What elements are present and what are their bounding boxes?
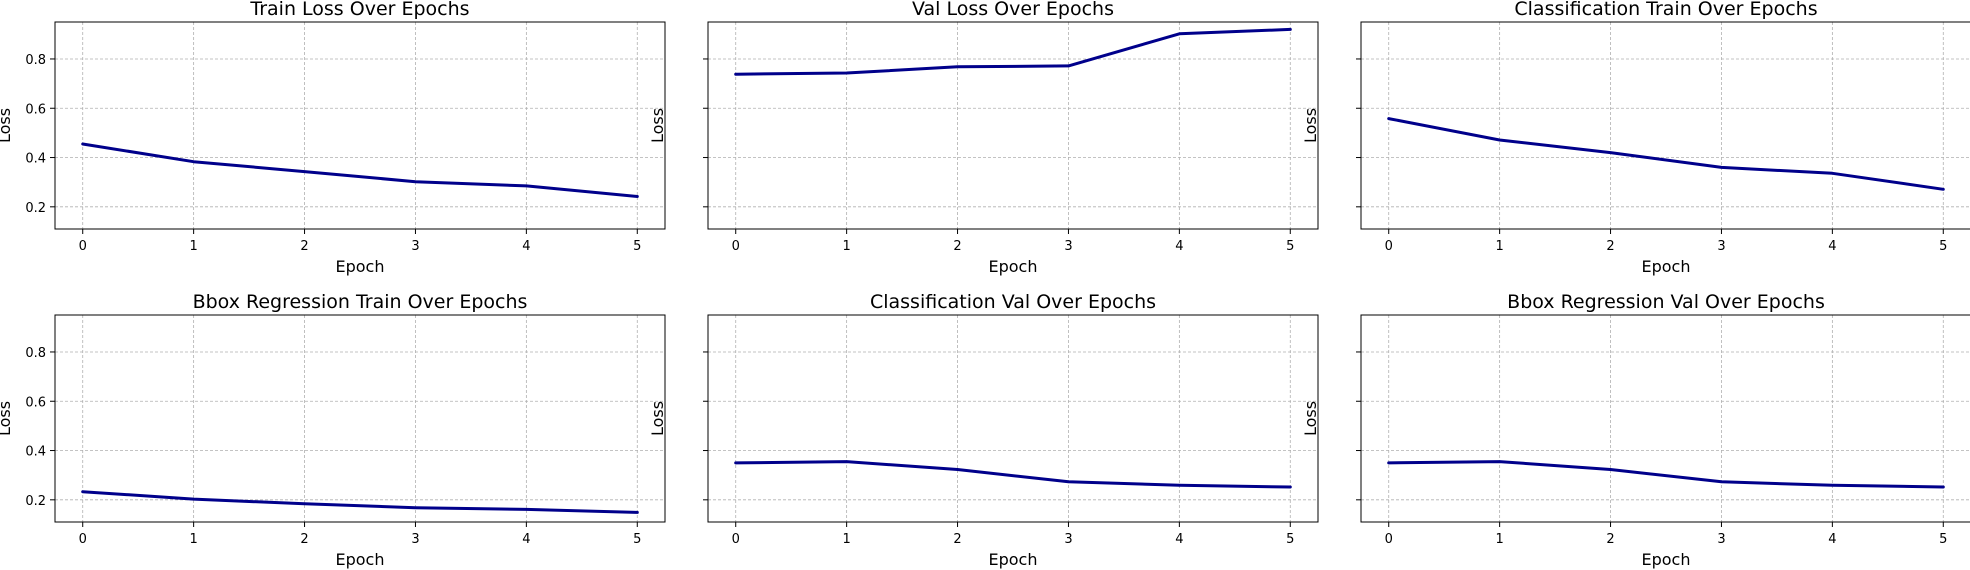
x-tick-label: 3 [1064,239,1072,254]
loss-series-line [81,490,639,514]
chart-title: Train Loss Over Epochs [249,0,469,20]
x-tick-label: 4 [1828,532,1836,547]
chart-title: Bbox Regression Val Over Epochs [1507,291,1825,313]
chart-title: Bbox Regression Train Over Epochs [193,291,528,313]
y-tick-label: 0.4 [25,152,46,167]
axes-frame [707,21,1319,230]
x-axis-label: Epoch [989,257,1038,276]
x-axis-label: Epoch [989,550,1038,569]
y-tick-label: 0.2 [25,494,46,509]
chart-panel-4: 0.2 0.4 0.6 0.8 0 1 2 3 4 5 Bbox Regression Train … [0,291,666,569]
chart-panel-6: 0 1 2 3 4 5 Bbox Regression Val Over Epochs Epo… [1301,291,1970,569]
chart-title: Val Loss Over Epochs [912,0,1114,20]
x-tick-label: 5 [1939,239,1947,254]
x-tick-label: 3 [1717,239,1725,254]
x-tick-label: 3 [1064,532,1072,547]
chart-title: Classification Val Over Epochs [870,291,1156,313]
loss-series-line [81,142,639,198]
x-tick-label: 5 [1939,532,1947,547]
y-tick-label: 0.6 [25,395,46,410]
x-tick-label: 0 [732,532,740,547]
x-tick-label: 5 [1286,532,1294,547]
y-tick-label: 0.8 [25,346,46,361]
x-tick-label: 3 [411,532,419,547]
x-tick-label: 4 [1175,239,1183,254]
x-tick-label: 2 [953,239,961,254]
chart-panel-3: 0 1 2 3 4 5 Classification Train Over Epochs Ep… [1301,0,1970,276]
axes-frame [54,21,666,230]
y-tick-label: 0.4 [25,445,46,460]
x-axis-label: Epoch [336,257,385,276]
loss-series-line [1387,117,1945,191]
x-tick-label: 3 [411,239,419,254]
y-axis-label: Loss [1301,401,1320,436]
y-axis-label: Loss [648,108,667,143]
y-axis-label: Loss [0,401,14,436]
x-tick-label: 0 [1385,532,1393,547]
y-axis-label: Loss [1301,108,1320,143]
x-tick-label: 1 [842,532,850,547]
x-tick-label: 4 [1175,532,1183,547]
x-tick-label: 2 [953,532,961,547]
x-tick-label: 0 [732,239,740,254]
chart-panel-5: 0 1 2 3 4 5 Classification Val Over Epochs Epoc… [648,291,1319,569]
x-tick-label: 0 [79,239,87,254]
x-tick-label: 5 [633,532,641,547]
x-tick-label: 1 [1495,239,1503,254]
x-tick-label: 0 [1385,239,1393,254]
axes-frame [1360,21,1970,230]
x-axis-label: Epoch [1642,550,1691,569]
x-tick-label: 2 [300,239,308,254]
axes-frame [1360,314,1970,523]
x-tick-label: 0 [79,532,87,547]
axes-frame [707,314,1319,523]
y-tick-label: 0.6 [25,102,46,117]
x-tick-label: 2 [300,532,308,547]
axes-frame [54,314,666,523]
x-axis-label: Epoch [1642,257,1691,276]
x-axis-label: Epoch [336,550,385,569]
x-tick-label: 1 [1495,532,1503,547]
x-tick-label: 2 [1606,239,1614,254]
chart-title: Classification Train Over Epochs [1514,0,1817,20]
x-tick-label: 2 [1606,532,1614,547]
x-tick-label: 1 [189,532,197,547]
x-tick-label: 3 [1717,532,1725,547]
x-tick-label: 4 [1828,239,1836,254]
y-axis-label: Loss [0,108,14,143]
loss-series-line [1387,460,1945,489]
loss-series-line [734,460,1292,489]
x-tick-label: 1 [189,239,197,254]
x-tick-label: 1 [842,239,850,254]
x-tick-label: 5 [633,239,641,254]
x-tick-label: 5 [1286,239,1294,254]
y-tick-label: 0.2 [25,201,46,216]
y-axis-label: Loss [648,401,667,436]
x-tick-label: 4 [522,239,530,254]
x-tick-label: 4 [522,532,530,547]
loss-series-line [734,27,1292,76]
chart-panel-1: 0.2 0.4 0.6 0.8 0 1 2 3 4 5 Train Loss Over Epochs… [0,0,666,276]
y-tick-label: 0.8 [25,53,46,68]
chart-panel-2: 0 1 2 3 4 5 Val Loss Over Epochs Epoch Loss [648,0,1319,276]
